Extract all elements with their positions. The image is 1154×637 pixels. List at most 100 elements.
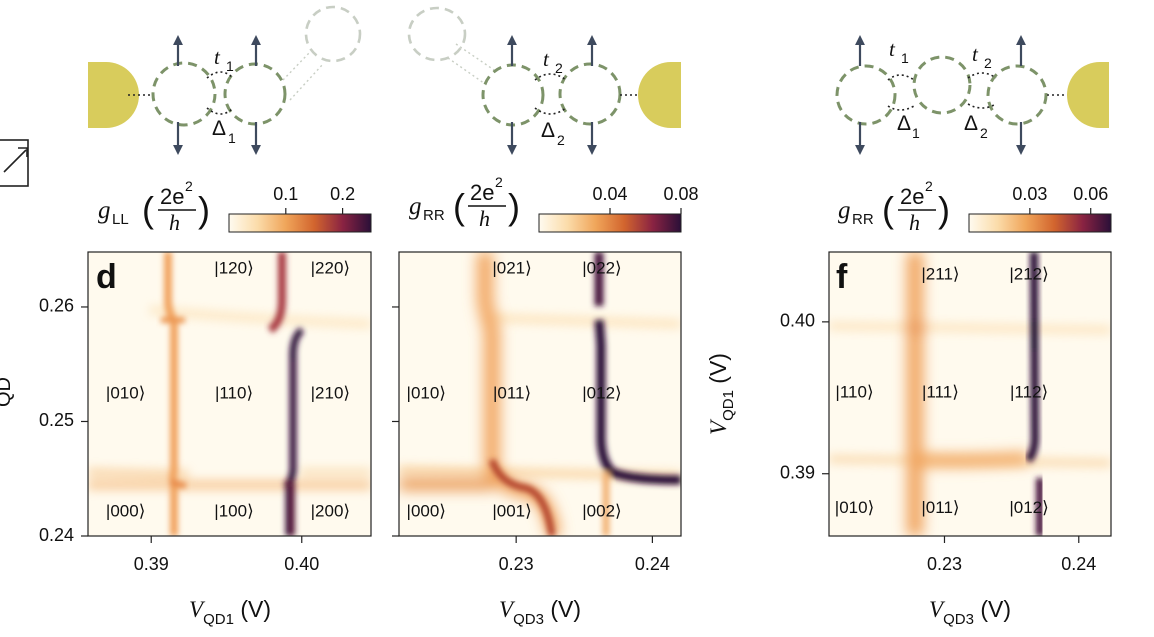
state-label: |001⟩ [492, 501, 531, 520]
state-label: |012⟩ [582, 383, 621, 402]
state-label: |120⟩ [214, 259, 253, 278]
svg-text:): ) [198, 189, 210, 230]
state-label: |112⟩ [1010, 383, 1048, 402]
svg-text:t: t [889, 37, 896, 61]
svg-text:g: g [409, 193, 422, 220]
tunnel-label: t [214, 45, 221, 69]
svg-text:2: 2 [925, 178, 933, 194]
panel-letter-f: f [836, 258, 848, 296]
state-label: |000⟩ [407, 501, 446, 520]
state-label: |110⟩ [835, 383, 873, 402]
x-tick-label: 0.40 [284, 554, 319, 574]
dot-3 [558, 62, 622, 126]
colorbar-tick-label: 0.2 [330, 184, 355, 204]
svg-text:2e: 2e [160, 184, 184, 209]
svg-text:t: t [972, 42, 979, 66]
svg-text:h: h [909, 210, 920, 235]
state-label: |011⟩ [921, 498, 959, 517]
lead-right [638, 62, 681, 128]
svg-text:2: 2 [984, 55, 992, 71]
svg-text:Δ: Δ [964, 112, 978, 135]
svg-text:LL: LL [112, 211, 129, 228]
svg-text:h: h [479, 206, 490, 231]
x-axis-label-d: VQD1 (V) [189, 596, 271, 628]
svg-text:1: 1 [901, 50, 909, 66]
svg-text:1: 1 [912, 125, 920, 141]
svg-text:1: 1 [228, 130, 236, 146]
state-label: |212⟩ [1009, 264, 1048, 283]
y-tick-label: 0.39 [780, 462, 815, 482]
x-axis-label-f: VQD3 (V) [929, 596, 1011, 628]
heatmap-e: |021⟩ |022⟩ |010⟩ |011⟩ |012⟩ |000⟩ |001⟩ |002⟩… [392, 251, 682, 628]
svg-text:Δ: Δ [897, 112, 911, 135]
state-label: |010⟩ [106, 383, 145, 402]
state-label: |111⟩ [922, 383, 959, 402]
state-label: |211⟩ [921, 264, 959, 283]
x-axis-label-e: VQD3 (V) [499, 596, 581, 628]
state-label: |000⟩ [106, 501, 145, 520]
state-label: |010⟩ [835, 498, 874, 517]
device-diagram-d: t 1 Δ 1 [88, 5, 362, 155]
lead-right [1067, 62, 1109, 128]
colorbar-d: g LL ( 2e 2 h ) 0.1 0.2 [98, 178, 372, 235]
colorbar-tick-label: 0.04 [592, 184, 627, 204]
heatmap-f: f |211⟩ |212⟩ |110⟩ |111⟩ |112⟩ |010⟩ |011⟩ |01… [705, 251, 1112, 628]
panel-letter-d: d [96, 258, 117, 296]
heatmap-d: d |120⟩ |220⟩ |010⟩ |110⟩ |210⟩ |000⟩ |100⟩ |20… [39, 251, 372, 628]
device-diagram-f: t 1 t 2 Δ 1 Δ 2 [835, 35, 1109, 155]
y-axis-label-f: VQD1 (V) [705, 353, 737, 435]
x-tick-label: 0.39 [134, 554, 169, 574]
lead-left [88, 62, 139, 128]
svg-text:2e: 2e [470, 180, 494, 205]
y-tick-label: 0.24 [39, 525, 74, 545]
dot-2 [481, 63, 545, 127]
y-tick-label: 0.40 [780, 311, 815, 331]
dot-3 [986, 64, 1048, 126]
svg-text:): ) [508, 186, 520, 227]
x-tick-label: 0.23 [499, 554, 534, 574]
state-label: |010⟩ [407, 383, 446, 402]
y-tick-label: 0.25 [39, 410, 74, 430]
x-tick-label: 0.23 [927, 554, 962, 574]
state-label: |200⟩ [311, 501, 350, 520]
svg-text:): ) [938, 189, 950, 230]
svg-text:g: g [838, 197, 851, 224]
x-tick-label: 0.24 [1061, 554, 1096, 574]
svg-text:(: ( [142, 189, 154, 230]
state-label: |100⟩ [214, 501, 253, 520]
colorbar-e: g RR ( 2e 2 h ) 0.04 0.08 [409, 174, 699, 233]
dot-1 [151, 61, 217, 127]
svg-text:1: 1 [226, 58, 234, 74]
colorbar-tick-label: 0.03 [1012, 184, 1047, 204]
x-tick-label: 0.24 [635, 554, 670, 574]
state-label: |021⟩ [492, 259, 531, 278]
svg-text:RR: RR [852, 211, 874, 228]
svg-text:g: g [98, 197, 111, 224]
left-fragment: QD [0, 139, 29, 407]
colorbar-tick-label: 0.1 [273, 184, 298, 204]
svg-text:(: ( [453, 186, 465, 227]
pairing-label: Δ [212, 117, 226, 140]
svg-text:2: 2 [980, 125, 988, 141]
state-label: |012⟩ [1009, 498, 1048, 517]
tunnel-label: t [543, 47, 550, 71]
pairing-label: Δ [541, 119, 555, 142]
svg-text:2: 2 [185, 178, 193, 194]
state-label: |002⟩ [582, 501, 621, 520]
state-label: |110⟩ [215, 383, 253, 402]
dot-1-faded [407, 6, 467, 62]
y-axis-fragment: QD [0, 377, 15, 407]
state-label: |220⟩ [311, 259, 350, 278]
svg-text:h: h [169, 210, 180, 235]
svg-text:RR: RR [423, 207, 445, 224]
dot-2 [223, 62, 287, 126]
colorbar-tick-label: 0.08 [663, 184, 698, 204]
svg-text:2: 2 [555, 60, 563, 76]
dot-3-faded [304, 5, 362, 63]
dot-1 [835, 64, 897, 126]
svg-text:2: 2 [557, 132, 565, 148]
dot-2 [912, 55, 972, 115]
y-tick-label: 0.26 [39, 296, 74, 316]
colorbar-f: g RR ( 2e 2 h ) 0.03 0.06 [838, 178, 1112, 235]
